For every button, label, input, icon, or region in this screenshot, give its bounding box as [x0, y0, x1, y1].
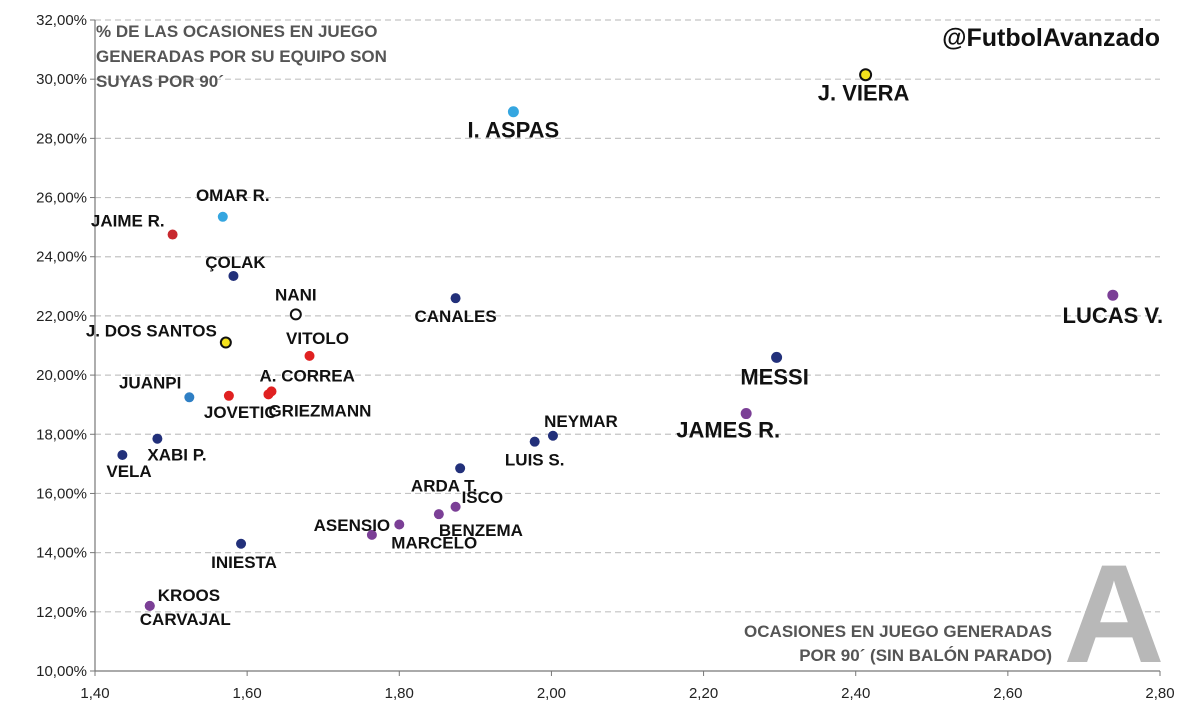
- point-messi: [771, 351, 783, 363]
- point-nani: [289, 308, 302, 321]
- x-tick-label: 1,60: [233, 685, 262, 702]
- point-arda-t: [455, 463, 466, 474]
- point-label-jaime-r: JAIME R.: [91, 212, 165, 231]
- point-label-griezmann: GRIEZMANN: [268, 401, 371, 420]
- point-label-kroos: KROOS: [158, 586, 220, 605]
- point-benzema: [433, 509, 444, 520]
- point-jovetic: [223, 390, 234, 401]
- point-label-lucas-v: LUCAS V.: [1063, 303, 1164, 328]
- point-label-vitolo: VITOLO: [286, 329, 349, 348]
- y-tick-label: 20,00%: [36, 367, 87, 384]
- point-carvajal: [144, 600, 155, 611]
- x-tick-label: 1,40: [80, 685, 109, 702]
- point-griezmann: [263, 389, 274, 400]
- point-label-luis-s: LUIS S.: [505, 451, 565, 470]
- data-points: [117, 68, 1119, 611]
- point-neymar: [547, 430, 558, 441]
- y-axis-title-line-2: GENERADAS POR SU EQUIPO SON: [96, 47, 387, 66]
- x-tick-label: 2,00: [537, 685, 566, 702]
- point-marcelo: [394, 519, 405, 530]
- point-lucas-v: [1107, 289, 1119, 301]
- point-juanpi: [184, 392, 195, 403]
- point-label-marcelo: MARCELO: [391, 534, 477, 553]
- y-tick-label: 10,00%: [36, 663, 87, 680]
- point-label-i-aspas: I. ASPAS: [468, 118, 560, 143]
- y-tick-label: 16,00%: [36, 485, 87, 502]
- point-label-nani: NANI: [275, 285, 317, 304]
- axes: [90, 19, 1161, 676]
- point-asensio: [366, 529, 377, 540]
- point-label-neymar: NEYMAR: [544, 412, 618, 431]
- y-tick-label: 24,00%: [36, 249, 87, 266]
- point-omar-r: [217, 211, 228, 222]
- x-axis-title-line-2: POR 90´ (SIN BALÓN PARADO): [799, 646, 1052, 665]
- watermark-logo: A: [1063, 535, 1164, 692]
- y-tick-label: 32,00%: [36, 12, 87, 29]
- point-labels: J. VIERA I. ASPAS OMAR R. JAIME R. ÇOLAK NANI…: [86, 81, 1163, 629]
- y-tick-label: 14,00%: [36, 545, 87, 562]
- point-iniesta: [236, 538, 247, 549]
- point-label-arda-t: ARDA T.: [411, 476, 477, 495]
- point-label-omar-r: OMAR R.: [196, 186, 270, 205]
- point-j-viera: [859, 68, 873, 82]
- point-label-j-dos-santos: J. DOS SANTOS: [86, 322, 217, 341]
- x-axis-title-line-1: OCASIONES EN JUEGO GENERADAS: [744, 622, 1052, 641]
- point-isco: [450, 501, 461, 512]
- x-tick-labels: 1,40 1,60 1,80 2,00 2,20 2,40 2,60 2,80: [80, 685, 1174, 702]
- y-tick-label: 22,00%: [36, 308, 87, 325]
- point-i-aspas: [507, 106, 519, 118]
- point-canales: [450, 293, 461, 304]
- gridlines: [95, 19, 1160, 613]
- point-çolak: [228, 270, 239, 281]
- x-tick-label: 2,40: [841, 685, 870, 702]
- x-tick-label: 1,80: [385, 685, 414, 702]
- twitter-handle: @FutbolAvanzado: [942, 24, 1160, 52]
- axis-titles: % DE LAS OCASIONES EN JUEGO GENERADAS PO…: [96, 22, 1160, 665]
- y-tick-label: 26,00%: [36, 190, 87, 207]
- y-axis-title-line-1: % DE LAS OCASIONES EN JUEGO: [96, 22, 378, 41]
- x-tick-label: 2,80: [1145, 685, 1174, 702]
- point-label-vela: VELA: [106, 462, 151, 481]
- point-label-jovetic: JOVETIC: [204, 403, 277, 422]
- point-label-benzema: BENZEMA: [439, 521, 523, 540]
- watermark-letter: A: [1063, 535, 1164, 692]
- point-label-juanpi: JUANPI: [119, 373, 181, 392]
- point-label-asensio: ASENSIO: [314, 516, 391, 535]
- point-jaime-r: [167, 229, 178, 240]
- y-tick-label: 28,00%: [36, 130, 87, 147]
- x-tick-label: 2,60: [993, 685, 1022, 702]
- point-label-messi: MESSI: [740, 364, 808, 389]
- y-tick-label: 18,00%: [36, 426, 87, 443]
- point-vitolo: [304, 350, 315, 361]
- point-label-iniesta: INIESTA: [211, 553, 277, 572]
- y-axis-title-line-3: SUYAS POR 90´: [96, 72, 224, 91]
- point-luis-s: [529, 436, 540, 447]
- y-tick-label: 12,00%: [36, 604, 87, 621]
- point-xabi-p: [152, 433, 163, 444]
- point-label-a-correa: A. CORREA: [259, 366, 354, 385]
- point-j-dos-santos: [219, 336, 232, 349]
- point-label-xabi-p: XABI P.: [147, 446, 206, 465]
- point-label-çolak: ÇOLAK: [205, 253, 266, 272]
- point-vela: [117, 449, 128, 460]
- point-james-r: [740, 408, 752, 420]
- point-label-carvajal: CARVAJAL: [140, 610, 231, 629]
- y-tick-labels: 10,00% 12,00% 14,00% 16,00% 18,00% 20,00% 22,0…: [36, 12, 87, 680]
- y-tick-label: 30,00%: [36, 71, 87, 88]
- point-label-j-viera: J. VIERA: [818, 81, 910, 106]
- point-label-canales: CANALES: [414, 307, 496, 326]
- x-tick-label: 2,20: [689, 685, 718, 702]
- point-label-james-r: JAMES R.: [676, 418, 780, 443]
- point-label-isco: ISCO: [462, 488, 504, 507]
